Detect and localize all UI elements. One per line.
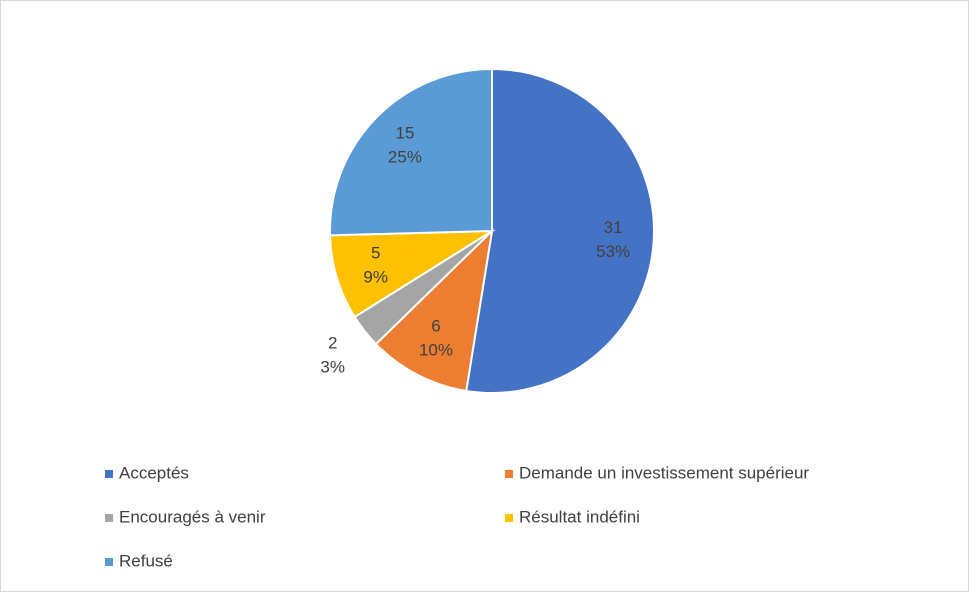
pie-slice: [374, 228, 494, 393]
legend-swatch: [505, 514, 513, 522]
data-label-value: 5: [371, 244, 380, 263]
pie-slice: [329, 229, 496, 319]
data-label-percent: 9%: [363, 268, 388, 287]
pie-slice: [465, 67, 655, 394]
legend-swatch: [105, 470, 113, 478]
legend-label: Encouragés à venir: [119, 507, 266, 526]
pie-slice: [329, 67, 493, 237]
data-label-percent: 53%: [596, 242, 630, 261]
legend-label: Demande un investissement supérieur: [519, 463, 809, 482]
data-label-value: 31: [604, 218, 623, 237]
data-label-value: 15: [395, 124, 414, 143]
legend-label: Acceptés: [119, 463, 189, 482]
data-label-percent: 25%: [388, 148, 422, 167]
legend-swatch: [505, 470, 513, 478]
legend-swatch: [105, 514, 113, 522]
data-label-percent: 10%: [419, 340, 453, 359]
legend-label: Résultat indéfini: [519, 507, 640, 526]
data-label-percent: 3%: [320, 358, 345, 377]
legend-swatch: [105, 558, 113, 566]
data-label-value: 2: [328, 334, 337, 353]
data-label-value: 6: [431, 316, 440, 335]
legend-label: Refusé: [119, 551, 173, 570]
